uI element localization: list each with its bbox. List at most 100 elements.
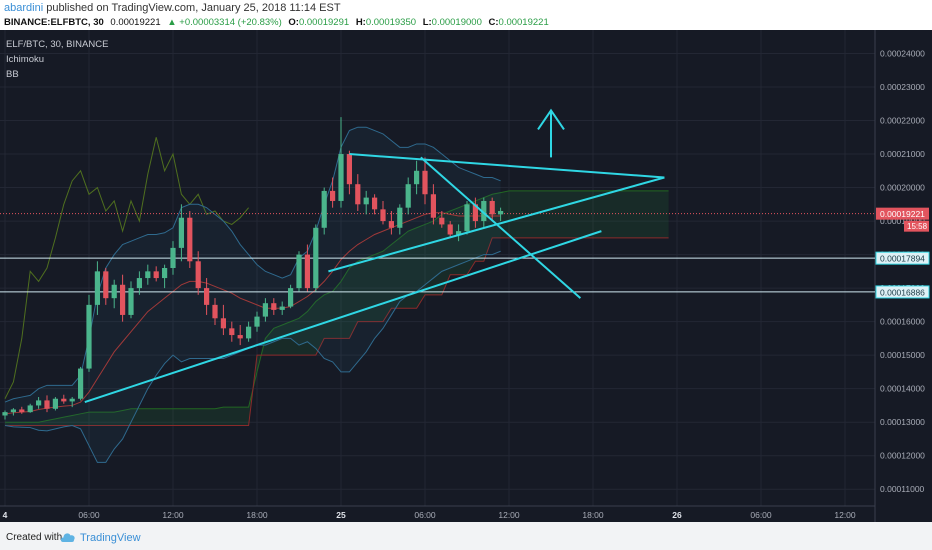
publish-header: abardini published on TradingView.com, J… xyxy=(0,0,932,16)
price-axis-label: 0.00014000 xyxy=(880,384,925,394)
candle-body xyxy=(355,184,361,205)
trendline xyxy=(349,153,665,179)
candle xyxy=(170,241,176,275)
last-price: 0.00019221 xyxy=(110,17,161,28)
price-tag-text: 0.00016886 xyxy=(880,287,925,297)
candle xyxy=(464,200,470,235)
candle xyxy=(212,298,218,325)
candles[interactable] xyxy=(2,117,504,420)
candle-body xyxy=(229,328,235,336)
candle-body xyxy=(204,288,210,305)
ichimoku-span-a xyxy=(5,190,669,423)
candle-body xyxy=(397,207,403,228)
candle-body xyxy=(44,400,50,409)
time-axis-label: 06:00 xyxy=(414,510,436,520)
candle xyxy=(262,298,268,322)
price-axis-label: 0.00022000 xyxy=(880,116,925,126)
candle xyxy=(78,366,84,401)
trendline xyxy=(84,230,602,404)
candle-body xyxy=(498,211,504,215)
tradingview-brand[interactable]: TradingView xyxy=(80,532,141,544)
author-link[interactable]: abardini xyxy=(4,2,44,14)
candle xyxy=(69,397,75,408)
tradingview-cloud-icon xyxy=(60,533,75,542)
candle-body xyxy=(2,412,8,416)
time-axis-label: 4 xyxy=(3,510,8,520)
candle xyxy=(321,187,327,235)
candle xyxy=(111,279,117,309)
price-tag-bg xyxy=(875,251,930,265)
grid-lines xyxy=(0,30,876,522)
time-axis-label: 18:00 xyxy=(582,510,604,520)
candle-body xyxy=(69,398,75,402)
open-value: 0.00019291 xyxy=(298,17,350,28)
candle xyxy=(439,211,445,228)
price-chart[interactable]: ELF/BTC, 30, BINANCE Ichimoku BB 0.00011… xyxy=(0,30,932,522)
time-axis-label: 12:00 xyxy=(162,510,184,520)
candle-body xyxy=(254,316,260,327)
legend-bb[interactable]: BB xyxy=(6,69,19,80)
candle-body xyxy=(380,209,386,222)
footer-bar: Created with TradingView xyxy=(0,522,932,550)
candle-body xyxy=(237,335,243,339)
price-axis-label: 0.00023000 xyxy=(880,82,925,92)
candle xyxy=(204,278,210,315)
candle-body xyxy=(330,190,336,201)
candle xyxy=(372,194,378,215)
candle xyxy=(145,264,151,285)
price-tag-text: 0.00017894 xyxy=(880,254,925,264)
candle-body xyxy=(388,221,394,228)
candle-body xyxy=(489,200,495,215)
candle-body xyxy=(447,224,453,235)
trendline xyxy=(420,156,582,299)
price-axis-label: 0.00013000 xyxy=(880,417,925,427)
candle xyxy=(271,298,277,315)
candle-body xyxy=(414,170,420,185)
candle-body xyxy=(145,271,151,279)
candle xyxy=(355,174,361,212)
legend-title: ELF/BTC, 30, BINANCE xyxy=(6,39,108,50)
candle-body xyxy=(36,400,42,406)
candle xyxy=(338,117,344,208)
time-axis[interactable]: 4 06:00 12:00 18:00 25 06:00 12:00 18:00 26 06:00… xyxy=(0,505,875,520)
candle-body xyxy=(120,284,126,315)
level-price-tag: 0.00017894 xyxy=(875,251,930,265)
ichimoku-cloud xyxy=(5,190,669,426)
bollinger-fill xyxy=(5,127,501,463)
candle-body xyxy=(178,217,184,248)
candle xyxy=(288,284,294,309)
candle xyxy=(153,266,159,282)
candle xyxy=(313,224,319,292)
candle xyxy=(456,224,462,242)
candle xyxy=(61,394,67,404)
candle xyxy=(10,408,16,416)
candle-body xyxy=(170,247,176,268)
price-axis-label: 0.00016000 xyxy=(880,317,925,327)
candle-body xyxy=(94,271,100,305)
drawing-tools[interactable] xyxy=(84,108,665,404)
price-tag-bg xyxy=(876,207,929,220)
candle-body xyxy=(405,184,411,208)
candle xyxy=(27,403,33,413)
symbol-label: BINANCE:ELFBTC, 30 xyxy=(4,17,104,28)
price-axis[interactable]: 0.00011000 0.00012000 0.00013000 0.00014000… xyxy=(875,30,932,522)
high-value: 0.00019350 xyxy=(365,17,417,28)
candle-body xyxy=(321,190,327,228)
candle-body xyxy=(61,398,67,402)
candle xyxy=(94,261,100,315)
candle xyxy=(36,397,42,409)
price-axis-label: 0.00012000 xyxy=(880,451,925,461)
price-change: ▲ +0.00003314 (+20.83%) xyxy=(167,17,282,28)
candle xyxy=(279,301,285,315)
candle xyxy=(296,251,302,292)
candle xyxy=(397,204,403,235)
legend-ichimoku[interactable]: Ichimoku xyxy=(6,54,44,65)
candle xyxy=(330,177,336,208)
candle xyxy=(380,200,386,225)
candle-body xyxy=(279,306,285,310)
candle-body xyxy=(187,217,193,262)
candle xyxy=(447,221,453,238)
time-axis-label: 06:00 xyxy=(750,510,772,520)
candle xyxy=(220,304,226,336)
candle-body xyxy=(153,271,159,279)
